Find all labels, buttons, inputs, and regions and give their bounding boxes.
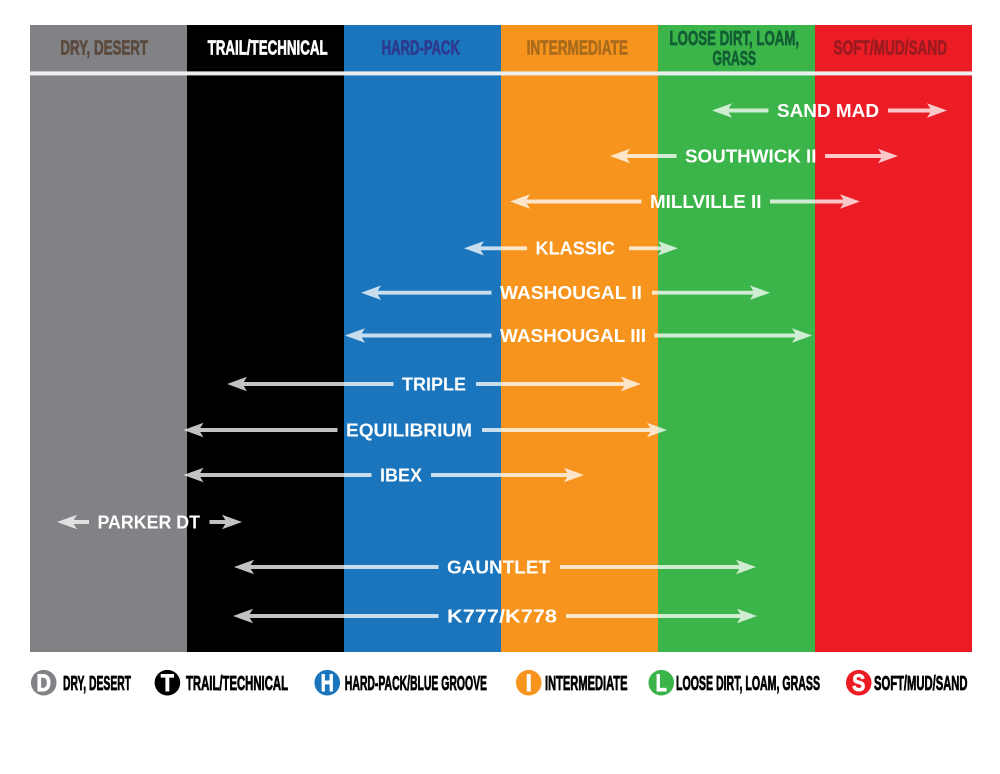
svg-text:K777/K778: K777/K778 — [447, 605, 557, 626]
svg-text:TRAIL/TECHNICAL: TRAIL/TECHNICAL — [186, 672, 288, 695]
svg-text:D: D — [37, 670, 52, 697]
svg-text:WASHOUGAL III: WASHOUGAL III — [500, 325, 646, 346]
svg-text:SOUTHWICK II: SOUTHWICK II — [685, 145, 817, 166]
svg-text:DRY, DESERT: DRY, DESERT — [60, 38, 148, 60]
svg-text:H: H — [321, 670, 334, 697]
svg-text:SAND MAD: SAND MAD — [777, 100, 879, 121]
svg-text:MILLVILLE II: MILLVILLE II — [650, 191, 762, 212]
svg-text:I: I — [526, 670, 532, 697]
svg-text:T: T — [161, 670, 174, 697]
svg-text:KLASSIC: KLASSIC — [536, 238, 616, 259]
svg-text:INTERMEDIATE: INTERMEDIATE — [527, 38, 628, 60]
svg-text:IBEX: IBEX — [380, 464, 423, 485]
svg-text:LOOSE DIRT, LOAM,: LOOSE DIRT, LOAM, — [670, 28, 800, 50]
svg-text:L: L — [656, 670, 667, 697]
svg-text:EQUILIBRIUM: EQUILIBRIUM — [346, 419, 472, 440]
svg-text:WASHOUGAL II: WASHOUGAL II — [500, 282, 642, 303]
svg-text:PARKER DT: PARKER DT — [98, 511, 201, 532]
svg-text:SOFT/MUD/SAND: SOFT/MUD/SAND — [874, 672, 968, 695]
svg-text:GRASS: GRASS — [713, 48, 757, 70]
svg-text:HARD-PACK/BLUE GROOVE: HARD-PACK/BLUE GROOVE — [345, 672, 487, 695]
svg-text:SOFT/MUD/SAND: SOFT/MUD/SAND — [834, 38, 948, 60]
svg-text:DRY, DESERT: DRY, DESERT — [63, 672, 131, 695]
svg-text:HARD-PACK: HARD-PACK — [382, 38, 461, 60]
svg-text:INTERMEDIATE: INTERMEDIATE — [545, 672, 628, 695]
svg-text:LOOSE DIRT, LOAM, GRASS: LOOSE DIRT, LOAM, GRASS — [676, 672, 820, 695]
svg-text:TRAIL/TECHNICAL: TRAIL/TECHNICAL — [208, 38, 328, 60]
svg-text:S: S — [852, 670, 865, 697]
svg-text:GAUNTLET: GAUNTLET — [447, 556, 551, 577]
svg-text:TRIPLE: TRIPLE — [402, 373, 466, 394]
